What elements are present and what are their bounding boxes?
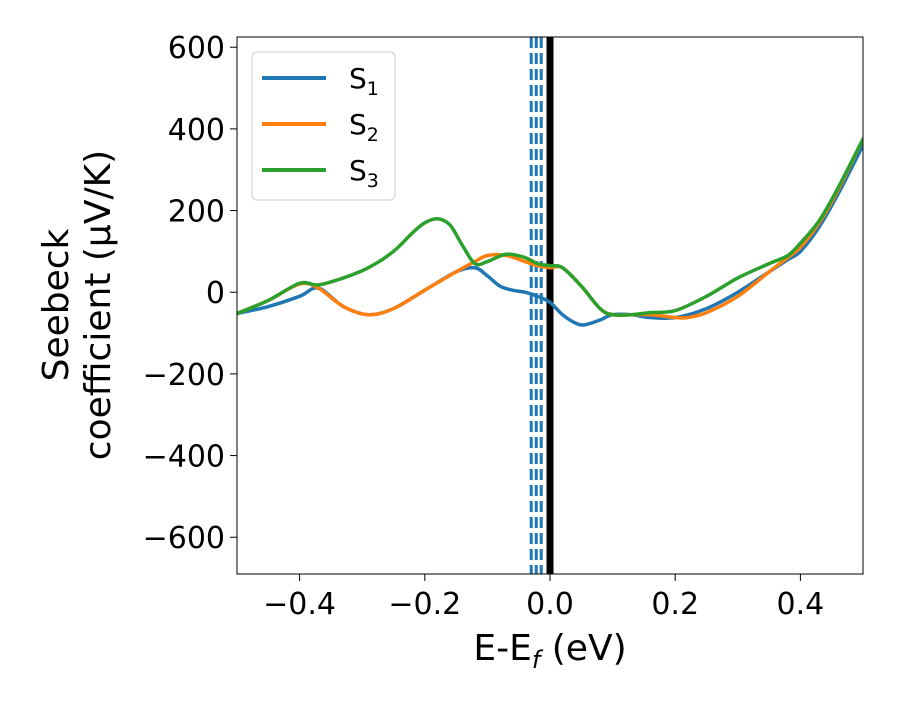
x-tick-label: 0.2	[651, 587, 699, 622]
x-tick-label: −0.4	[263, 587, 336, 622]
series-layer	[237, 137, 863, 327]
reference-lines	[529, 37, 554, 574]
y-tick-label: 600	[168, 31, 225, 66]
y-tick-label: −200	[143, 358, 225, 393]
legend-label-s2: S2	[349, 108, 379, 146]
y-axis-label-line1: Seebeck	[36, 228, 77, 381]
x-tick-label: 0.4	[777, 587, 825, 622]
y-tick-label: 200	[168, 195, 225, 230]
legend: S1 S2 S3	[251, 51, 396, 201]
legend-label-s3: S3	[349, 154, 379, 192]
x-tick-label: −0.2	[388, 587, 461, 622]
legend-label-s1: S1	[349, 62, 379, 100]
tick-group: −0.4 −0.2 0.0 0.2 0.4 −600 −400 −200 0 200 400 600	[143, 31, 825, 622]
y-tick-label: −400	[143, 440, 225, 475]
y-axis-label-line2: coefficient (μV/K)	[78, 150, 119, 460]
series-line-s3	[237, 137, 863, 317]
x-tick-label: 0.0	[526, 587, 574, 622]
y-tick-label: 0	[206, 276, 225, 311]
plot-frame	[236, 36, 864, 575]
x-axis-label: E-Ef (eV)	[473, 628, 626, 674]
y-tick-label: 400	[168, 113, 225, 148]
y-tick-label: −600	[143, 521, 225, 556]
